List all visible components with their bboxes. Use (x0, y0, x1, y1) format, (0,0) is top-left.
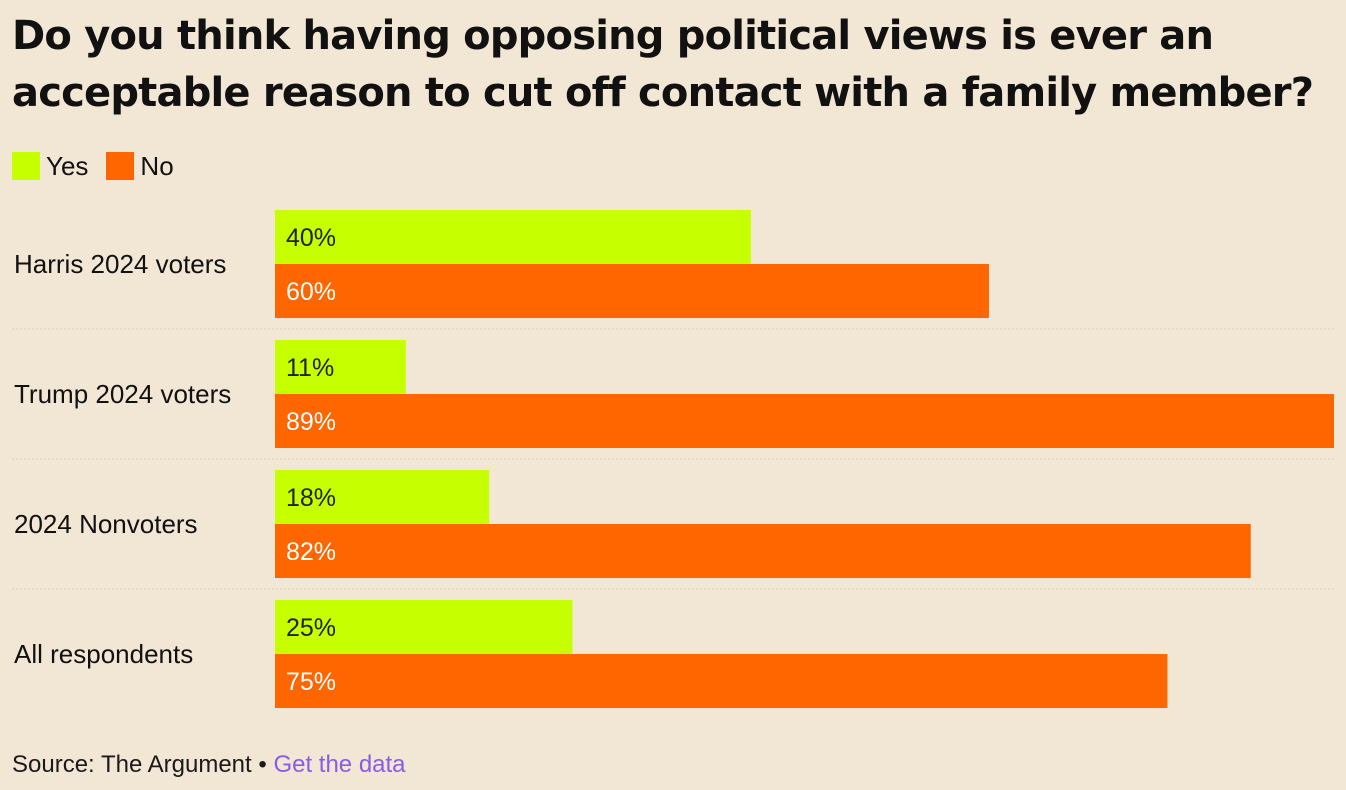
bar-yes-trump-2024-voters (275, 340, 406, 394)
data-label-yes-2024-nonvoters: 18% (286, 484, 336, 512)
chart-title: Do you think having opposing political v… (12, 13, 1314, 116)
bar-chart: Harris 2024 voters 40% 60% Trump 2024 voter… (12, 210, 1334, 708)
bar-no-2024-nonvoters (275, 524, 1251, 578)
data-label-yes-harris-2024-voters: 40% (286, 224, 336, 252)
legend-label-no: No (140, 150, 174, 181)
data-label-yes-trump-2024-voters: 11% (286, 354, 334, 382)
source-line: Source: The Argument • Get the data (12, 750, 406, 780)
legend-item-yes: Yes (12, 151, 88, 182)
data-label-no-trump-2024-voters: 89% (286, 408, 336, 436)
legend-label-yes: Yes (46, 150, 89, 181)
bar-yes-2024-nonvoters (275, 470, 490, 524)
data-label-no-harris-2024-voters: 60% (286, 278, 336, 306)
bar-yes-harris-2024-voters (275, 210, 751, 264)
category-label-all-respondents: All respondents (14, 639, 193, 669)
legend-swatch-no (106, 152, 135, 180)
data-label-no-all-respondents: 75% (286, 668, 336, 696)
source-text: Source: The Argument • (12, 751, 267, 778)
data-label-no-2024-nonvoters: 82% (286, 538, 336, 566)
category-label-2024-nonvoters: 2024 Nonvoters (14, 509, 198, 539)
category-label-harris-2024-voters: Harris 2024 voters (14, 249, 226, 279)
bar-yes-all-respondents (275, 600, 573, 654)
legend-item-no: No (106, 150, 174, 182)
bar-no-harris-2024-voters (275, 264, 989, 318)
data-label-yes-all-respondents: 25% (286, 614, 336, 642)
legend-swatch-yes (12, 152, 40, 180)
legend: Yes No (12, 150, 192, 182)
get-the-data-link[interactable]: Get the data (273, 751, 406, 778)
category-label-trump-2024-voters: Trump 2024 voters (14, 379, 231, 409)
bar-no-all-respondents (275, 654, 1168, 708)
bar-no-trump-2024-voters (275, 394, 1334, 448)
